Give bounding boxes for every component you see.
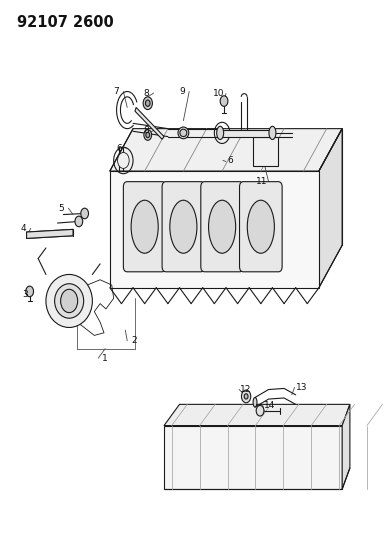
Polygon shape — [220, 130, 273, 136]
FancyBboxPatch shape — [201, 182, 243, 272]
Polygon shape — [342, 405, 350, 489]
Circle shape — [26, 286, 34, 297]
Circle shape — [241, 390, 251, 403]
Polygon shape — [253, 136, 278, 166]
Polygon shape — [27, 229, 73, 238]
Text: 6: 6 — [227, 156, 233, 165]
Circle shape — [145, 100, 150, 107]
Polygon shape — [319, 128, 342, 288]
Ellipse shape — [178, 127, 189, 139]
Circle shape — [60, 289, 78, 313]
Polygon shape — [110, 171, 319, 288]
Ellipse shape — [253, 398, 257, 407]
Circle shape — [256, 406, 264, 416]
Text: 13: 13 — [296, 383, 307, 392]
Text: 5: 5 — [58, 204, 64, 213]
Text: 8: 8 — [144, 88, 149, 98]
Ellipse shape — [55, 284, 84, 318]
Text: 4: 4 — [21, 224, 27, 233]
Polygon shape — [135, 108, 164, 139]
Ellipse shape — [269, 126, 276, 140]
Ellipse shape — [247, 200, 275, 253]
FancyBboxPatch shape — [123, 182, 166, 272]
Ellipse shape — [46, 274, 92, 327]
Text: 8: 8 — [144, 126, 149, 135]
FancyBboxPatch shape — [239, 182, 282, 272]
Ellipse shape — [131, 200, 158, 253]
Ellipse shape — [209, 200, 236, 253]
Text: 92107 2600: 92107 2600 — [17, 14, 113, 30]
Circle shape — [220, 96, 228, 107]
Circle shape — [117, 152, 129, 168]
Circle shape — [75, 216, 83, 227]
Text: 10: 10 — [213, 89, 225, 98]
Text: 2: 2 — [131, 336, 137, 345]
FancyBboxPatch shape — [162, 182, 205, 272]
Polygon shape — [164, 425, 342, 489]
Polygon shape — [110, 128, 342, 171]
Ellipse shape — [217, 126, 223, 140]
Text: 12: 12 — [240, 385, 252, 394]
Circle shape — [143, 97, 152, 110]
Circle shape — [244, 394, 248, 399]
Text: 7: 7 — [113, 87, 119, 96]
Circle shape — [144, 130, 152, 140]
Text: 3: 3 — [23, 289, 28, 298]
Polygon shape — [164, 405, 350, 425]
Text: 6: 6 — [117, 144, 122, 153]
Text: 1: 1 — [102, 354, 108, 363]
Circle shape — [146, 132, 150, 138]
Text: 9: 9 — [179, 87, 185, 96]
Ellipse shape — [170, 200, 197, 253]
Ellipse shape — [180, 129, 187, 136]
Text: 11: 11 — [256, 177, 268, 186]
Circle shape — [81, 208, 89, 219]
Text: 14: 14 — [264, 401, 275, 410]
